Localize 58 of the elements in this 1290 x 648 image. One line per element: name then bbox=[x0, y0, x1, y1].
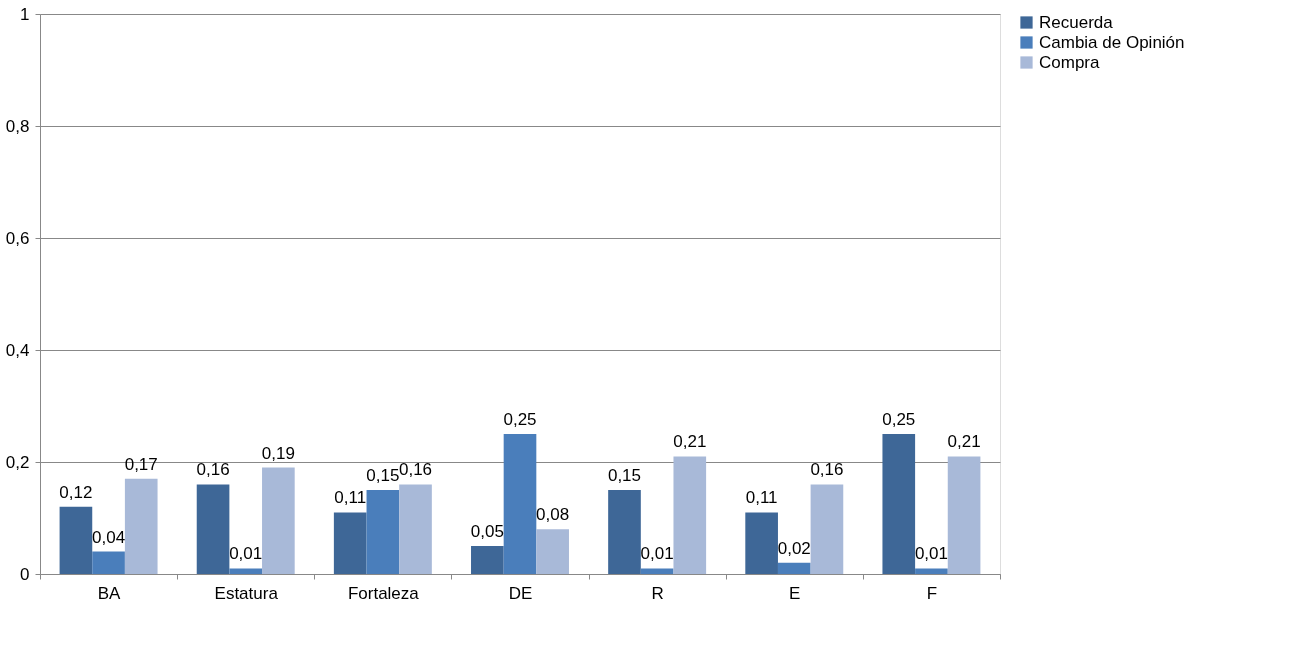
data-label: 0,25 bbox=[503, 410, 537, 429]
data-label: 0,08 bbox=[536, 505, 570, 525]
data-label: 0,21 bbox=[673, 432, 707, 452]
x-tick-label: Fortaleza bbox=[347, 583, 420, 603]
data-label: 0,16 bbox=[196, 460, 230, 480]
x-tick-label: BA bbox=[97, 583, 122, 603]
data-label: 0,19 bbox=[261, 443, 295, 463]
data-label: 0,16 bbox=[810, 460, 844, 480]
data-label: 0,12 bbox=[59, 482, 93, 502]
data-label: 0,16 bbox=[398, 460, 433, 480]
y-tick-label: 1 bbox=[20, 4, 30, 24]
data-label: 0,17 bbox=[124, 454, 158, 474]
data-label: 0,04 bbox=[92, 527, 126, 547]
bar bbox=[777, 562, 811, 574]
data-label: 0,02 bbox=[777, 538, 811, 558]
bar bbox=[366, 490, 400, 574]
bar bbox=[503, 434, 537, 574]
bar bbox=[471, 546, 504, 574]
bar bbox=[124, 478, 158, 574]
x-tick-label: R bbox=[651, 583, 664, 603]
bar bbox=[92, 551, 125, 574]
legend-label: Recuerda bbox=[1039, 12, 1114, 32]
legend-label: Cambia de Opinión bbox=[1039, 32, 1185, 52]
y-tick-label: 0,4 bbox=[5, 340, 30, 360]
bar bbox=[882, 434, 916, 574]
bar bbox=[196, 484, 230, 574]
data-label: 0,01 bbox=[640, 544, 674, 564]
data-label: 0,01 bbox=[914, 544, 948, 564]
bar bbox=[608, 490, 641, 574]
bar bbox=[536, 529, 569, 574]
data-label: 0,25 bbox=[882, 410, 916, 429]
bar bbox=[262, 467, 295, 574]
y-tick-label: 0,6 bbox=[5, 228, 30, 248]
data-label: 0,01 bbox=[229, 544, 263, 564]
bar bbox=[947, 456, 981, 574]
bar bbox=[915, 568, 948, 574]
bar bbox=[399, 484, 432, 574]
y-tick-label: 0 bbox=[20, 564, 30, 584]
x-tick-label: F bbox=[926, 583, 938, 603]
data-label: 0,11 bbox=[334, 488, 367, 508]
y-tick-label: 0,8 bbox=[5, 116, 30, 136]
data-label: 0,21 bbox=[947, 432, 981, 452]
x-tick-label: E bbox=[789, 583, 801, 603]
legend-label: Compra bbox=[1039, 52, 1101, 72]
bar bbox=[745, 512, 778, 574]
data-label: 0,15 bbox=[607, 466, 642, 485]
bar bbox=[673, 456, 707, 574]
data-label: 0,11 bbox=[745, 488, 778, 508]
bar bbox=[229, 568, 263, 574]
x-tick-label: Estatura bbox=[214, 583, 279, 603]
y-tick-label: 0,2 bbox=[5, 452, 30, 472]
bar bbox=[810, 484, 844, 574]
data-label: 0,05 bbox=[470, 522, 504, 541]
data-label: 0,15 bbox=[366, 466, 400, 485]
bar bbox=[59, 506, 93, 574]
bar bbox=[640, 568, 674, 574]
bar bbox=[333, 512, 367, 574]
x-tick-label: DE bbox=[508, 583, 533, 603]
